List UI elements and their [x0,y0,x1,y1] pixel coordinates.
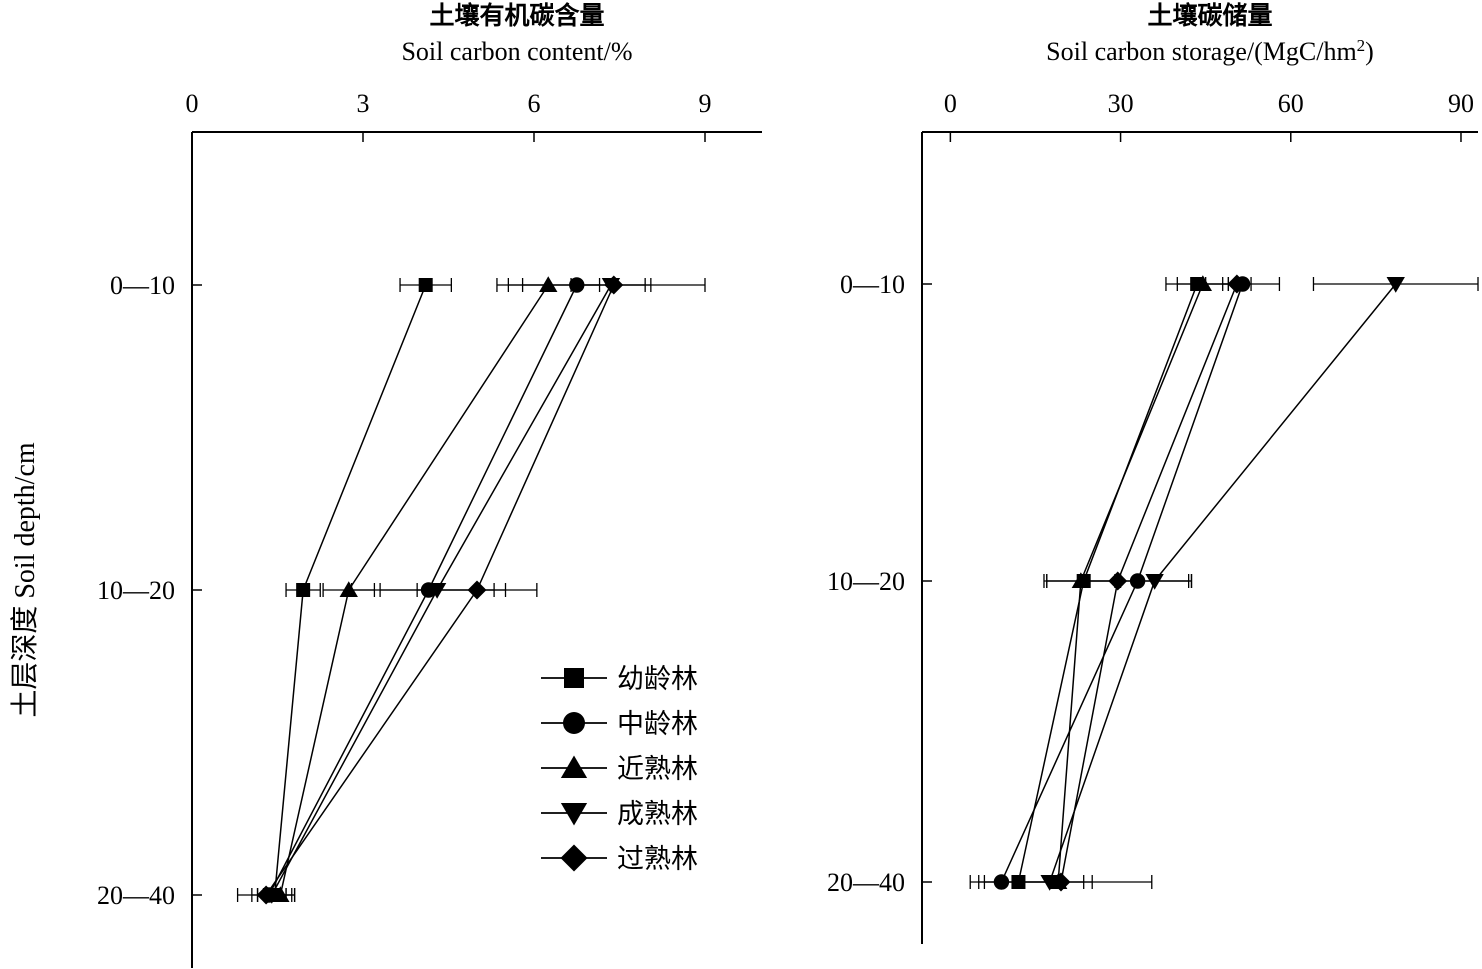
data-point [1145,574,1164,590]
y-tick-label: 20—40 [827,868,905,897]
chart-title: 土壤碳储量 [1147,1,1272,30]
y-tick-label: 10—20 [827,567,905,596]
legend-marker [563,712,585,734]
data-point [1386,277,1405,293]
legend-marker [564,668,584,688]
data-point [256,885,276,905]
data-point [604,275,624,295]
data-point [1108,571,1128,591]
series-markers [993,274,1405,892]
data-point [271,886,290,902]
data-point [339,581,358,597]
data-point [539,276,558,292]
data-point [1193,275,1213,291]
chart-panel-carbon-storage: 土壤碳储量 Soil carbon storage/(MgC/hm2) 0 30 6… [827,1,1479,944]
series-markers [256,275,624,905]
data-point [1040,875,1059,891]
x-axis-ticks: 0 3 6 9 [186,89,712,142]
data-point [1051,872,1071,892]
series-line [1017,283,1198,883]
data-point [467,580,487,600]
legend-marker [560,803,588,826]
legend-label: 中龄林 [617,709,698,740]
legend-marker [560,755,588,778]
data-point [993,874,1010,890]
chart-panel-carbon-content: 土壤有机碳含量 Soil carbon content/% 0 3 6 9 0—10 1… [97,1,762,968]
x-tick-label: 0 [186,89,199,118]
x-tick-label: 30 [1108,89,1134,118]
legend-label: 幼龄林 [617,664,698,695]
x-tick-label: 3 [357,89,370,118]
data-point [418,278,433,292]
x-axis-ticks: 0 30 60 90 [944,89,1474,142]
data-point [1071,572,1091,588]
y-tick-label: 0—10 [110,271,175,300]
legend-marker [560,844,588,872]
data-point [569,277,585,293]
legend-label: 成熟林 [617,799,698,830]
x-tick-label: 90 [1448,89,1474,118]
series-lines [969,277,1479,889]
series-line [1048,283,1397,883]
data-point [1227,274,1247,294]
y-tick-label: 10—20 [97,576,175,605]
data-point [1129,573,1146,589]
x-axis-label: Soil carbon storage/(MgC/hm2) [1046,36,1374,67]
y-axis-label: 土层深度 Soil depth/cm [9,442,41,718]
x-tick-label: 0 [944,89,957,118]
y-axis-ticks: 0—10 10—20 20—40 [97,271,202,910]
data-point [296,583,311,597]
x-axis-label: Soil carbon content/% [401,37,632,66]
chart-title: 土壤有机碳含量 [429,1,604,30]
y-tick-label: 20—40 [97,881,175,910]
data-point [427,583,447,599]
y-tick-label: 0—10 [840,270,905,299]
x-tick-label: 60 [1278,89,1304,118]
x-tick-label: 6 [528,89,541,118]
x-tick-label: 9 [699,89,712,118]
legend-label: 近熟林 [617,754,698,785]
y-axis-ticks: 0—10 10—20 20—40 [827,270,932,897]
legend-label: 过熟林 [617,844,698,875]
data-point [1011,875,1026,889]
